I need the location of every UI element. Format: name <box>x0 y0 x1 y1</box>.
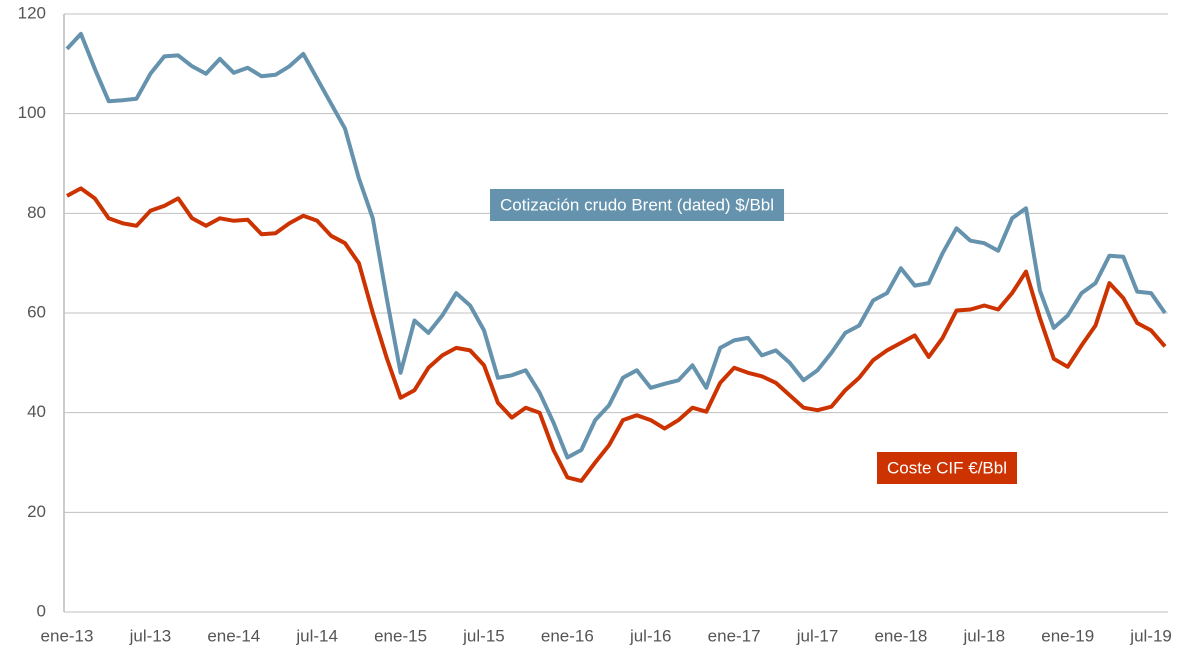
y-tick-label: 60 <box>27 302 46 321</box>
series-line <box>65 31 1167 460</box>
x-tick-label: jul-15 <box>462 626 505 645</box>
x-tick-label: ene-19 <box>1041 626 1094 645</box>
legend-label: Cotización crudo Brent (dated) $/Bbl <box>500 195 774 214</box>
y-tick-label: 0 <box>37 601 46 620</box>
legend-box <box>490 189 785 221</box>
y-tick-label: 80 <box>27 203 46 222</box>
x-tick-label: jul-18 <box>963 626 1006 645</box>
x-tick-label: jul-19 <box>1129 626 1172 645</box>
x-tick-label: jul-14 <box>295 626 338 645</box>
x-tick-label: ene-18 <box>874 626 927 645</box>
y-tick-label: 100 <box>18 103 46 122</box>
y-tick-label: 40 <box>27 402 46 421</box>
series-line <box>66 186 1167 483</box>
x-tick-label: jul-16 <box>629 626 672 645</box>
x-tick-label: ene-17 <box>708 626 761 645</box>
y-tick-label: 20 <box>27 502 46 521</box>
legend-box <box>877 452 1017 484</box>
legend-label: Coste CIF €/Bbl <box>887 458 1007 477</box>
y-tick-label: 120 <box>18 3 46 22</box>
x-tick-label: ene-14 <box>207 626 260 645</box>
x-tick-label: jul-13 <box>129 626 172 645</box>
x-tick-label: jul-17 <box>796 626 839 645</box>
x-tick-label: ene-13 <box>41 626 94 645</box>
x-tick-label: ene-16 <box>541 626 594 645</box>
x-tick-label: ene-15 <box>374 626 427 645</box>
